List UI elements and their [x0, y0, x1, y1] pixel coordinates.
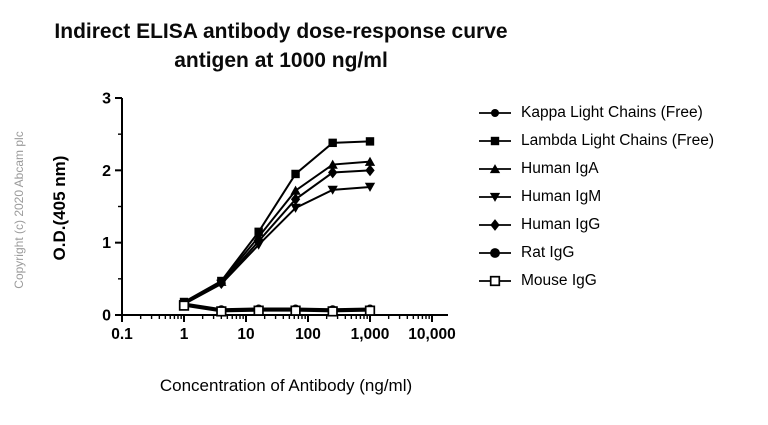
triangle-up-marker	[290, 185, 301, 195]
y-tick-label: 3	[102, 91, 111, 108]
square-marker	[365, 137, 375, 146]
legend-label: Kappa Light Chains (Free)	[521, 104, 703, 121]
axes: 0.1 1 10 100 1,000 10,000 0 1 2 3	[102, 91, 456, 344]
square-open-marker	[178, 300, 190, 311]
series-line	[183, 302, 371, 311]
square-marker	[328, 138, 337, 148]
diamond-marker	[216, 277, 226, 290]
circle-marker	[491, 109, 499, 117]
square-open-marker	[327, 306, 338, 317]
series-line	[183, 160, 371, 305]
triangle-up-marker	[327, 159, 338, 169]
x-tick-label: 100	[295, 326, 321, 343]
legend-label: Human IgG	[521, 216, 601, 233]
circle-large-legend-icon	[479, 248, 511, 258]
square-open-marker	[253, 305, 264, 316]
chart-title-line1: Indirect ELISA antibody dose-response cu…	[54, 20, 508, 43]
triangle-up-marker	[489, 164, 501, 174]
legend-item-kappa-light-chains-free: Kappa Light Chains (Free)	[478, 103, 714, 123]
legend-item-rat-igg: Rat IgG	[478, 243, 714, 263]
circle-large-marker	[490, 248, 500, 258]
chart-title: Indirect ELISA antibody dose-response cu…	[5, 18, 557, 76]
triangle-down-marker	[489, 192, 501, 202]
legend-label: Human IgA	[521, 160, 599, 177]
circle-legend-icon	[479, 109, 511, 117]
square-open-marker	[489, 275, 501, 287]
x-tick-label: 0.1	[111, 326, 133, 343]
legend-label: Human IgM	[521, 188, 602, 205]
square-open-marker	[216, 306, 227, 317]
x-tick-label: 1,000	[351, 326, 390, 343]
triangle-up-legend-icon	[479, 164, 511, 174]
legend-item-lambda-light-chains-free: Lambda Light Chains (Free)	[478, 131, 714, 151]
series-human-iga	[178, 156, 376, 308]
legend-item-human-igg: Human IgG	[478, 215, 714, 235]
triangle-down-marker	[327, 185, 338, 195]
triangle-up-marker	[364, 156, 376, 166]
legend-item-human-iga: Human IgA	[478, 159, 714, 179]
diamond-marker	[254, 235, 264, 248]
legend-label: Lambda Light Chains (Free)	[521, 132, 714, 149]
y-tick-label: 0	[102, 308, 111, 325]
diamond-marker	[365, 164, 375, 177]
square-marker	[254, 227, 263, 237]
diamond-marker	[490, 219, 500, 231]
y-tick-label: 1	[102, 235, 111, 252]
x-axis-title: Concentration of Antibody (ng/ml)	[159, 376, 413, 395]
chart-title-line2: antigen at 1000 ng/ml	[174, 48, 388, 72]
x-tick-label: 10,000	[408, 326, 455, 343]
series-line	[183, 169, 371, 306]
square-open-marker	[290, 305, 301, 316]
triangle-down-marker	[364, 182, 376, 192]
square-open-marker	[364, 305, 376, 316]
x-tick-label: 1	[180, 326, 189, 343]
diamond-legend-icon	[479, 219, 511, 231]
series-line	[183, 304, 371, 313]
square-marker	[291, 169, 300, 179]
legend-item-mouse-igg: Mouse IgG	[478, 271, 714, 291]
series-mouse-igg	[178, 300, 376, 317]
legend-item-human-igm: Human IgM	[478, 187, 714, 207]
diamond-marker	[328, 166, 338, 179]
square-marker	[490, 136, 500, 146]
square-open-legend-icon	[479, 275, 511, 287]
diamond-marker	[290, 193, 301, 206]
square-legend-icon	[479, 136, 511, 146]
x-tick-label: 10	[237, 326, 254, 343]
triangle-down-legend-icon	[479, 192, 511, 202]
chart-legend: Kappa Light Chains (Free) Lambda Light Ch…	[478, 103, 714, 299]
y-tick-label: 2	[102, 163, 111, 180]
triangle-down-marker	[290, 203, 301, 213]
legend-label: Mouse IgG	[521, 272, 597, 289]
legend-label: Rat IgG	[521, 244, 575, 261]
